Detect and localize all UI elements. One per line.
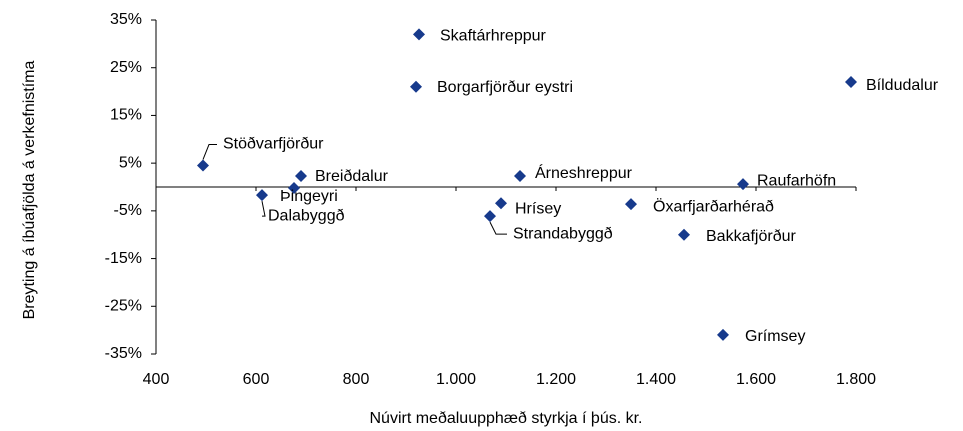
point-label: Öxarfjarðarhérað — [653, 197, 774, 215]
y-tick-label: 15% — [110, 107, 142, 124]
y-tick-label: -35% — [105, 345, 142, 362]
point-label: Hrísey — [515, 200, 561, 217]
point-label: Strandabyggð — [513, 225, 613, 242]
point-label: Árneshreppur — [535, 163, 633, 182]
y-tick-label: -25% — [105, 298, 142, 315]
y-tick-label: 35% — [110, 11, 142, 28]
marker — [410, 80, 422, 93]
x-tick-label: 1.800 — [836, 371, 876, 388]
y-tick-label: 25% — [110, 59, 142, 76]
marker — [256, 189, 268, 202]
marker — [678, 228, 690, 241]
point-label: Stöðvarfjörður — [223, 136, 324, 153]
y-axis-title: Breyting á íbúafjölda á verkefnistíma — [21, 61, 38, 320]
marker — [295, 170, 307, 183]
point-label: Bakkafjörður — [706, 228, 796, 245]
point-label: Grímsey — [745, 328, 805, 345]
marker — [737, 178, 749, 191]
marker — [288, 181, 300, 194]
x-tick-label: 1.400 — [636, 371, 676, 388]
point-label: Bíldudalur — [866, 77, 939, 94]
marker — [845, 76, 857, 89]
y-tick-label: 5% — [119, 154, 142, 171]
point-label: Borgarfjörður eystri — [437, 79, 573, 96]
leader-line — [202, 144, 217, 160]
point-label: Skaftárhreppur — [440, 28, 547, 45]
x-tick-label: 800 — [343, 371, 370, 388]
point-label: Dalabyggð — [268, 207, 345, 224]
marker — [495, 197, 507, 210]
leader-line — [489, 221, 507, 235]
marker — [413, 28, 425, 41]
leader-line — [261, 201, 266, 217]
point-label: Breiðdalur — [315, 168, 389, 185]
x-tick-label: 1.600 — [736, 371, 776, 388]
point-label: Þingeyri — [280, 188, 338, 205]
x-tick-label: 400 — [143, 371, 170, 388]
x-axis-title: Núvirt meðaluupphæð styrkja í þús. kr. — [369, 410, 642, 427]
x-tick-label: 600 — [243, 371, 270, 388]
marker — [625, 198, 637, 211]
x-tick-label: 1.200 — [536, 371, 576, 388]
x-tick-label: 1.000 — [436, 371, 476, 388]
marker — [717, 328, 729, 341]
y-tick-label: -5% — [114, 202, 142, 219]
marker — [514, 170, 526, 183]
y-tick-label: -15% — [105, 250, 142, 267]
marker — [484, 210, 496, 223]
point-label: Raufarhöfn — [757, 172, 836, 189]
marker — [197, 159, 209, 172]
